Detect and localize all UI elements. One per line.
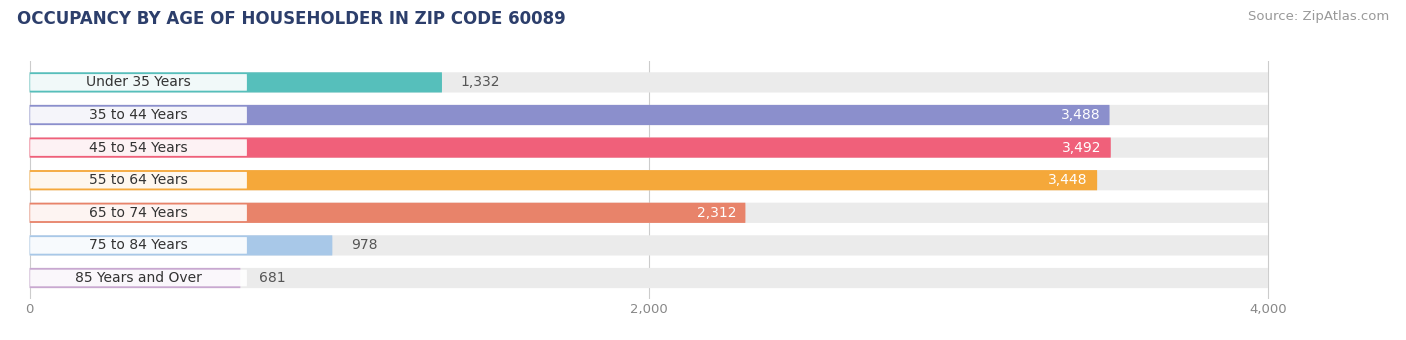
FancyBboxPatch shape (30, 237, 247, 254)
FancyBboxPatch shape (30, 235, 1268, 256)
FancyBboxPatch shape (30, 203, 745, 223)
FancyBboxPatch shape (30, 72, 1268, 92)
Text: 65 to 74 Years: 65 to 74 Years (89, 206, 188, 220)
FancyBboxPatch shape (30, 72, 441, 92)
Text: 978: 978 (352, 238, 377, 252)
Text: 3,448: 3,448 (1049, 173, 1088, 187)
Text: 85 Years and Over: 85 Years and Over (75, 271, 202, 285)
Text: Source: ZipAtlas.com: Source: ZipAtlas.com (1249, 10, 1389, 23)
Text: Under 35 Years: Under 35 Years (86, 75, 191, 89)
FancyBboxPatch shape (30, 270, 247, 286)
FancyBboxPatch shape (30, 105, 1109, 125)
Text: 2,312: 2,312 (696, 206, 737, 220)
FancyBboxPatch shape (30, 74, 247, 91)
Text: 1,332: 1,332 (461, 75, 501, 89)
FancyBboxPatch shape (30, 105, 1268, 125)
Text: 681: 681 (259, 271, 285, 285)
FancyBboxPatch shape (30, 137, 1111, 158)
Text: 75 to 84 Years: 75 to 84 Years (89, 238, 188, 252)
Text: 55 to 64 Years: 55 to 64 Years (89, 173, 188, 187)
FancyBboxPatch shape (30, 205, 247, 221)
Text: OCCUPANCY BY AGE OF HOUSEHOLDER IN ZIP CODE 60089: OCCUPANCY BY AGE OF HOUSEHOLDER IN ZIP C… (17, 10, 565, 28)
Text: 3,492: 3,492 (1062, 141, 1101, 155)
FancyBboxPatch shape (30, 268, 1268, 288)
Text: 3,488: 3,488 (1060, 108, 1101, 122)
Text: 35 to 44 Years: 35 to 44 Years (89, 108, 188, 122)
FancyBboxPatch shape (30, 235, 332, 256)
FancyBboxPatch shape (30, 139, 247, 156)
FancyBboxPatch shape (30, 268, 240, 288)
FancyBboxPatch shape (30, 172, 247, 188)
Text: 45 to 54 Years: 45 to 54 Years (89, 141, 188, 155)
FancyBboxPatch shape (30, 107, 247, 123)
FancyBboxPatch shape (30, 137, 1268, 158)
FancyBboxPatch shape (30, 170, 1268, 190)
FancyBboxPatch shape (30, 170, 1097, 190)
FancyBboxPatch shape (30, 203, 1268, 223)
